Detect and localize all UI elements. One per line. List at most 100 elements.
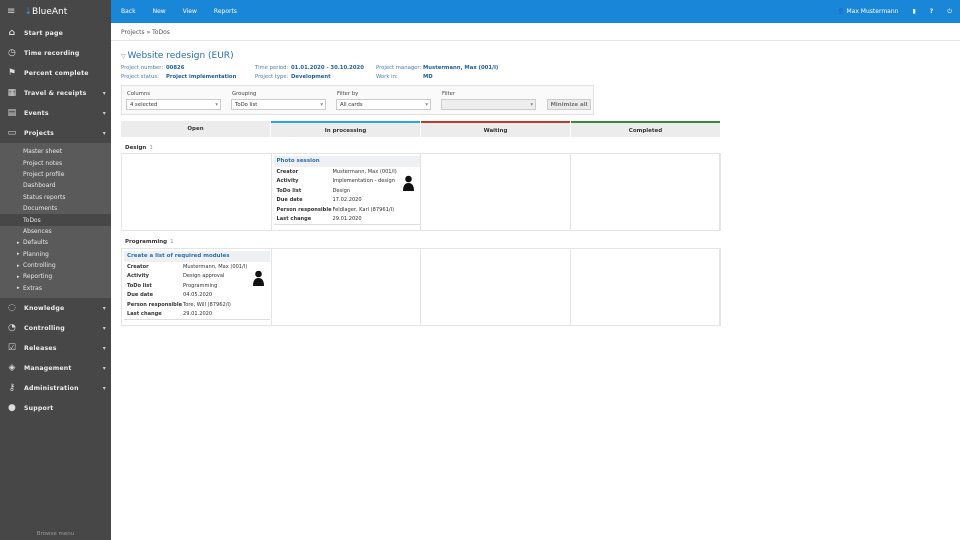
board-row: Create a list of required modules Creator… (121, 248, 721, 326)
avatar (402, 175, 414, 191)
card-title[interactable]: Photo session (273, 156, 420, 167)
columns-label: Columns (127, 91, 151, 97)
sidebar-item-knowledge[interactable]: ◌ Knowledge ▾ (7, 303, 106, 314)
sidebar: ≡ ⇣BlueAnt ⌂ Start page ◷ Time recording ⚑ Pe… (0, 0, 111, 540)
menu-back[interactable]: Back (121, 8, 136, 15)
column-header-completed[interactable]: Completed (571, 121, 720, 137)
sidebar-item-percent-complete[interactable]: ⚑ Percent complete (7, 68, 89, 78)
projects-submenu: Master sheet Project notes Project profile… (0, 143, 111, 299)
grouping-label: Grouping (232, 91, 257, 97)
card-field: Person responsible Tore, Will (87962/I) (127, 301, 231, 308)
submenu-item-project-profile[interactable]: Project profile (23, 170, 65, 178)
sidebar-item-travel-receipts[interactable]: ▦ Travel & receipts ▾ (7, 88, 106, 98)
card-field: Activity Implementation - design (276, 178, 395, 185)
card-field: ToDo list Design (276, 187, 351, 194)
time-period: Time period: 01.01.2020 - 30.10.2020 (255, 65, 364, 71)
submenu-item-defaults[interactable]: ▸ Defaults (17, 239, 49, 247)
submenu-item-dashboard[interactable]: Dashboard (23, 182, 56, 190)
sidebar-item-controlling[interactable]: ◔ Controlling ▾ (7, 323, 106, 334)
board-cell (571, 154, 720, 230)
bulb-icon: ◌ (7, 303, 17, 314)
filter-by-label: Filter by (337, 91, 359, 97)
card-field: Person responsible Feldlager, Karl (87961… (276, 206, 395, 213)
project-type: Project type: Development (255, 74, 331, 80)
browse-menu[interactable]: Browse menu (36, 531, 75, 537)
sidebar-item-events[interactable]: ▤ Events ▾ (7, 108, 106, 118)
chevron-down-icon: ▾ (102, 364, 106, 372)
help-icon[interactable]: ? (929, 8, 934, 15)
menu-view[interactable]: View (182, 8, 197, 15)
calendar-icon: ▤ (7, 108, 17, 118)
submenu-item-todos[interactable]: ToDos (0, 214, 111, 226)
board-cell (122, 154, 272, 230)
submenu-item-project-notes[interactable]: Project notes (23, 159, 63, 167)
avatar (253, 270, 264, 286)
submenu-item-status-reports[interactable]: Status reports (23, 193, 66, 201)
key-icon: ⚷ (8, 383, 16, 394)
caret-right-icon: ▸ (17, 251, 20, 258)
group-label[interactable]: Programming 1 (125, 239, 174, 245)
todo-card[interactable]: Create a list of required modules Creator… (124, 251, 270, 320)
card-field: Creator Mustermann, Max (001/I) (127, 263, 248, 270)
submenu-item-reporting[interactable]: ▸ Reporting (17, 273, 53, 281)
flag-icon: ⚑ (7, 68, 17, 78)
menu-reports[interactable]: Reports (213, 8, 237, 15)
card-field: Creator Mustermann, Max (001/I) (276, 168, 397, 175)
chevron-down-icon: ▾ (102, 384, 106, 392)
folder-icon: ▭ (7, 128, 17, 138)
submenu-item-documents[interactable]: Documents (23, 205, 58, 213)
breadcrumb-todos[interactable]: ToDos (152, 29, 170, 36)
chevron-down-icon: ▾ (102, 324, 106, 332)
filter-bar: Columns 4 selected Grouping ToDo list Fi… (121, 85, 594, 115)
sidebar-item-support[interactable]: ● Support (7, 403, 54, 414)
hamburger-menu-icon[interactable]: ≡ (7, 6, 16, 17)
columns-select[interactable]: 4 selected (126, 99, 221, 110)
submenu-item-planning[interactable]: ▸ Planning (17, 250, 49, 258)
board-cell (421, 249, 571, 325)
caret-right-icon: ▸ (17, 273, 20, 280)
submenu-item-controlling[interactable]: ▸ Controlling (17, 262, 56, 270)
gauge-icon: ◔ (7, 323, 17, 334)
card-field: Last change 29.01.2020 (276, 216, 362, 223)
sidebar-item-management[interactable]: ◈ Management ▾ (0, 358, 111, 378)
chevron-down-icon: ▾ (102, 304, 106, 312)
logo[interactable]: ⇣BlueAnt (24, 6, 68, 17)
submenu-item-extras[interactable]: ▸ Extras (17, 284, 42, 292)
column-header-in-processing[interactable]: In processing (271, 121, 420, 137)
user-menu[interactable]: 👤 Max Mustermann (837, 8, 899, 15)
page-title[interactable]: ▽ Website redesign (EUR) (121, 51, 234, 61)
stopwatch-icon: ◷ (7, 48, 17, 58)
column-header-waiting[interactable]: Waiting (421, 121, 570, 137)
card-title[interactable]: Create a list of required modules (124, 251, 270, 262)
bookmark-icon[interactable]: ▮ (912, 8, 916, 15)
grouping-select[interactable]: ToDo list (231, 99, 326, 110)
submenu-item-absences[interactable]: Absences (23, 227, 52, 235)
collapse-icon[interactable]: ▽ (121, 53, 128, 60)
card-field: Due date 17.02.2020 (276, 197, 362, 204)
board-cell (421, 154, 571, 230)
menu-new[interactable]: New (152, 8, 166, 15)
lifebuoy-icon: ● (7, 403, 17, 414)
caret-right-icon: ▸ (17, 239, 20, 246)
sidebar-item-projects[interactable]: ▭ Projects ▾ (7, 128, 106, 138)
submenu-item-master-sheet[interactable]: Master sheet (23, 148, 63, 156)
sidebar-item-administration[interactable]: ⚷ Administration ▾ (0, 378, 111, 398)
home-icon: ⌂ (8, 28, 16, 38)
filter-by-select[interactable]: All cards (336, 99, 431, 110)
minimize-all-button[interactable]: Minimize all (547, 99, 591, 110)
board-cell: Create a list of required modules Creator… (122, 249, 272, 325)
sidebar-item-releases[interactable]: ☑ Releases ▾ (7, 343, 106, 354)
todo-card[interactable]: Photo session Creator Mustermann, Max (001… (273, 156, 420, 225)
filter-label: Filter (442, 91, 456, 97)
power-icon[interactable]: ⏻ (947, 7, 952, 15)
sidebar-item-time-recording[interactable]: ◷ Time recording (7, 48, 80, 58)
card-field: Activity Design approval (127, 273, 225, 280)
breadcrumb-projects[interactable]: Projects (121, 29, 145, 36)
filter-select[interactable] (441, 99, 536, 110)
caret-right-icon: ▸ (17, 285, 20, 292)
board-cell (272, 249, 421, 325)
column-header-open[interactable]: Open (121, 121, 270, 137)
group-label[interactable]: Design 1 (125, 145, 153, 151)
checkbox-icon: ☑ (7, 343, 17, 354)
sidebar-item-start-page[interactable]: ⌂ Start page (0, 23, 111, 43)
